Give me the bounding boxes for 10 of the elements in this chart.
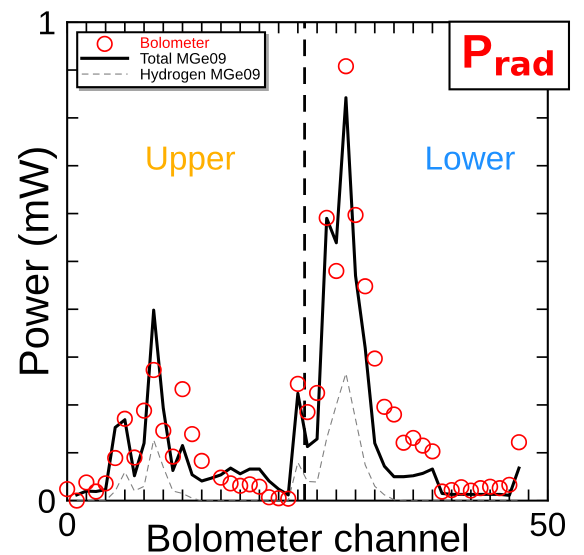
annotation: Lower <box>427 146 515 170</box>
y-tick-label: 1 <box>40 11 54 34</box>
y-axis-title: Power (mW) <box>18 148 57 374</box>
legend-label: Bolometer <box>141 36 210 48</box>
x-axis-title: Bolometer channel <box>148 523 468 552</box>
x-tick-label: 50 <box>530 512 566 536</box>
legend-label: Total MGe09 <box>140 52 226 64</box>
legend-label: Hydrogen MGe09 <box>141 68 260 83</box>
annotation: Upper <box>147 146 236 176</box>
annotation: P$_{rad}$ <box>464 35 553 76</box>
